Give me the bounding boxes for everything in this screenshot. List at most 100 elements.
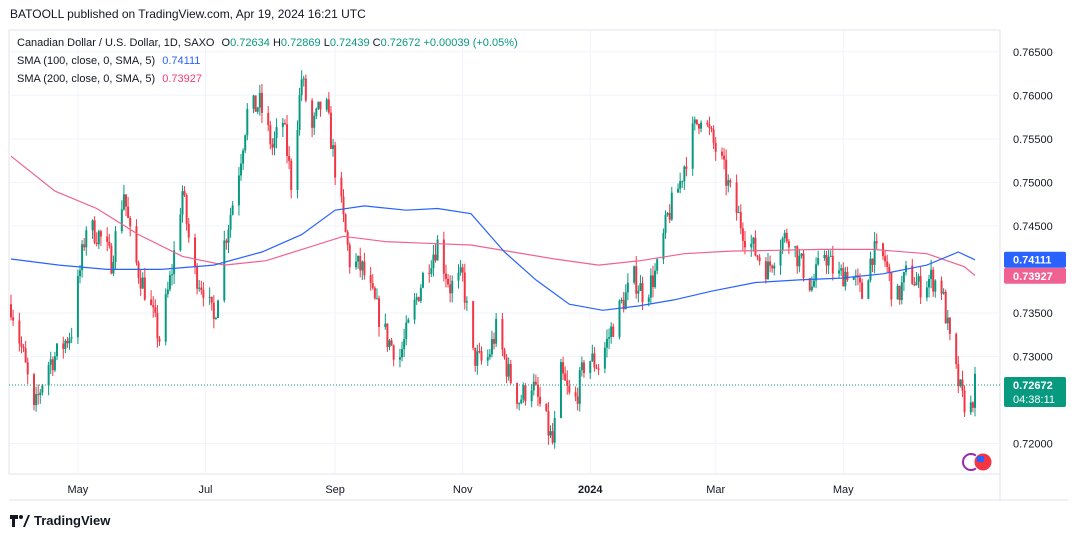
candle-body [681,181,684,183]
candle-body [480,351,483,361]
candle-body [963,390,966,413]
candle-body [288,155,291,161]
sma100-badge [1004,251,1066,268]
candle-body [304,78,307,101]
candle-body [449,284,452,294]
candle-body [240,163,243,176]
candle-body [735,182,738,213]
candle-body [666,212,669,215]
candle-body [934,280,937,292]
candle-body [302,78,305,80]
symbol-legend-row[interactable]: Canadian Dollar / U.S. Dollar, 1D, SAXO … [17,34,518,52]
candle-body [258,92,261,108]
candle-body [451,280,454,294]
sma200-line [10,155,976,276]
candle-body [593,353,596,368]
candle-body [900,282,903,301]
candle-body [697,124,700,129]
y-tick-label: 0.73000 [1013,351,1053,363]
candle-body [260,92,263,113]
x-tick-label: Sep [325,484,345,496]
candle-body [838,270,841,274]
sma200-label: SMA (200, close, 0, SMA, 5) [17,73,156,85]
candle-body [522,385,525,400]
candle-body [355,261,358,268]
candle-body [384,323,387,327]
candle-body [574,392,577,397]
candle-body [185,195,188,224]
close-label: C [372,37,381,49]
candle-body [390,340,393,346]
candle-body [766,261,769,280]
candle-body [591,353,594,362]
high-label: H [272,37,281,49]
candle-body [649,275,652,298]
candle-body [873,241,876,265]
candle-body [651,275,654,288]
candle-body [110,245,113,274]
candle-body [520,399,523,404]
candle-body [944,291,947,324]
candle-body [447,278,450,285]
candle-body [917,276,920,282]
candle-body [56,343,59,357]
candle-body [108,241,111,246]
candle-body [281,123,284,128]
candle-body [605,338,608,348]
candle-body [122,194,125,210]
candle-body [296,130,299,191]
candle-body [654,270,657,288]
candle-body [476,351,479,366]
candle-body [386,323,389,347]
candle-body [97,231,100,245]
candle-body [340,177,343,197]
candle-body [275,127,278,138]
candle-body [948,317,951,334]
candle-body [62,343,65,349]
candle-body [39,392,42,396]
sma200-legend-row[interactable]: SMA (200, close, 0, SMA, 5) 0.73927 [17,70,518,88]
candle-body [223,240,226,301]
us-flag-canton [977,456,984,462]
candle-body [783,232,786,239]
candle-body [869,258,872,281]
candle-body [298,95,301,131]
candle-body [798,255,801,267]
last-price-badge-text: 0.72672 [1013,380,1053,392]
candle-body [817,257,820,265]
candle-body [457,272,460,281]
candle-body [858,277,861,283]
candle-body [488,354,491,358]
candle-body [208,296,211,298]
candle-body [373,287,376,299]
candle-body [518,403,521,405]
candle-body [198,287,201,289]
candle-body [668,212,671,220]
candle-body [120,209,123,232]
candle-body [164,294,167,342]
candle-body [712,129,715,143]
candle-body [890,272,893,300]
candle-body [99,231,102,237]
candle-body [493,338,496,344]
candle-body [823,254,826,258]
candle-body [902,271,905,283]
candle-body [539,396,542,404]
candle-body [348,244,351,268]
candle-body [256,107,259,112]
candle-body [796,246,799,267]
tradingview-brand[interactable]: TradingView [10,513,110,528]
candle-body [334,145,337,178]
open-label: O [221,37,231,49]
candle-body [150,299,153,306]
candle-body [509,364,512,384]
candle-body [10,304,12,318]
candle-body [725,159,728,186]
sma100-legend-row[interactable]: SMA (100, close, 0, SMA, 5) 0.74111 [17,52,518,70]
candle-body [971,402,974,408]
candle-body [283,123,286,125]
candle-body [549,431,552,436]
candle-body [171,274,174,276]
candle-body [242,150,245,164]
